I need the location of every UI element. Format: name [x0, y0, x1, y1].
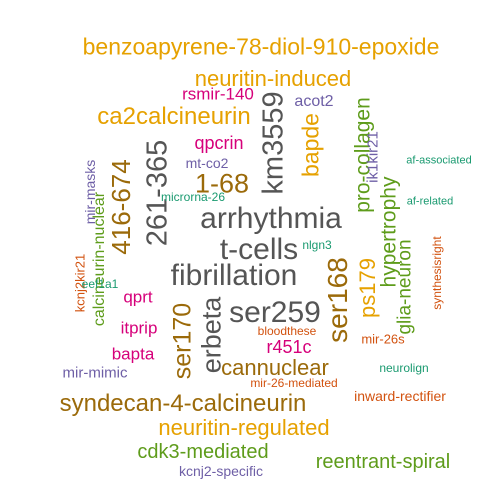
word-kcnj2-specific: kcnj2-specific	[178, 463, 264, 479]
word-t-cells: t-cells	[219, 233, 299, 266]
word-af-associated: af-associated	[406, 154, 472, 167]
word-fibrillation: fibrillation	[170, 259, 298, 292]
word-itprip: itprip	[120, 318, 158, 338]
word-acot2: acot2	[294, 93, 334, 110]
word-cdk3-mediated: cdk3-mediated	[137, 441, 269, 463]
word-neuritin-induced: neuritin-induced	[194, 66, 352, 91]
word-microrna-26: microrna-26	[160, 190, 226, 204]
word-calcineurin-nuclear: calcineurin-nuclear	[91, 191, 108, 327]
word-mir-26-mediated: mir-26-mediated	[250, 376, 338, 390]
word-bloodthese: bloodthese	[257, 324, 317, 338]
word-mir-mimic: mir-mimic	[62, 364, 128, 382]
word-reentrant-spiral: reentrant-spiral	[315, 451, 451, 473]
word-416-674: 416-674	[106, 159, 136, 255]
word-bapde: bapde	[297, 113, 324, 177]
word-mt-co2: mt-co2	[185, 155, 229, 171]
word-benzoapyrene-78-diol-910-epoxide: benzoapyrene-78-diol-910-epoxide	[82, 33, 440, 60]
word-rsmir-140: rsmir-140	[182, 84, 254, 104]
word-ser168: ser168	[322, 257, 353, 343]
word-bapta: bapta	[111, 344, 155, 364]
word-ser259: ser259	[229, 296, 321, 329]
word-ca2calcineurin: ca2calcineurin	[97, 103, 251, 130]
word-eef1a1: eef1a1	[81, 277, 119, 291]
word-arrhythmia: arrhythmia	[200, 202, 342, 235]
word-nlgn3: nlgn3	[302, 238, 332, 252]
word-mir-26s: mir-26s	[361, 331, 405, 347]
word-neuritin-regulated: neuritin-regulated	[158, 415, 330, 440]
word-glia-neuron: glia-neuron	[394, 239, 416, 335]
word-1-68: 1-68	[194, 168, 250, 199]
word-af-related: af-related	[406, 195, 454, 208]
word-qpcrin: qpcrin	[194, 133, 244, 153]
word-neurolign: neurolign	[379, 361, 429, 375]
word-ps179: ps179	[355, 258, 380, 318]
word-syndecan-4-calcineurin: syndecan-4-calcineurin	[59, 390, 307, 417]
word-ser170: ser170	[168, 302, 197, 380]
word-km3559: km3559	[257, 91, 290, 195]
word-cannuclear: cannuclear	[221, 355, 329, 380]
word-ik1kir21: ik1kir21	[364, 131, 382, 183]
word-qprt: qprt	[123, 287, 153, 307]
word-synthesisright: synthesisright	[430, 236, 444, 310]
word-inward-rectifier: inward-rectifier	[354, 388, 446, 404]
word-r451c: r451c	[266, 337, 312, 357]
